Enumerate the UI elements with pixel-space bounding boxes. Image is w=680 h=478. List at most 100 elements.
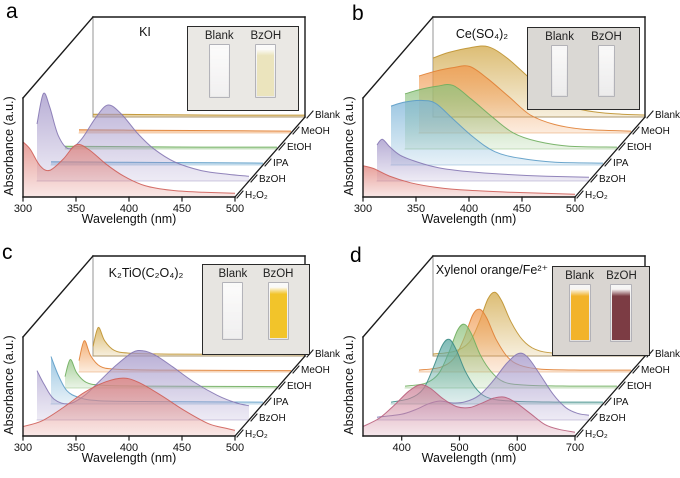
z-series-label: IPA — [273, 158, 289, 169]
z-series-label: BzOH — [599, 413, 626, 424]
series-area-ipa — [391, 339, 603, 404]
cuvette-label: BzOH — [250, 30, 282, 42]
x-tick-label: 500 — [226, 203, 244, 215]
series-area-ho — [23, 378, 235, 436]
y-axis-label: Absorbance (a.u.) — [2, 335, 16, 435]
z-series-label: H₂O₂ — [585, 429, 608, 440]
z-series-label: IPA — [613, 397, 629, 408]
inset-photo-a: Blank BzOH — [187, 26, 299, 111]
z-series-label: EtOH — [287, 142, 311, 153]
plot-title-d: Xylenol orange/Fe²⁺ — [435, 263, 549, 277]
cuvette-liquid — [224, 287, 242, 338]
panel-c: c Absorbance (a.u.) Blank MeOH EtOH IPA BzOH… — [0, 239, 341, 478]
waterfall-chart-c: Blank MeOH EtOH IPA BzOH H₂O₂ 300 350 400 450 500 — [14, 255, 341, 454]
cuvette-label: BzOH — [591, 31, 622, 43]
x-tick-label: 400 — [120, 442, 138, 454]
z-series-label: IPA — [273, 397, 289, 408]
cuvette-group-bzoh: BzOH — [250, 30, 281, 98]
panel-d: d Absorbance (a.u.) Blank MeOH EtOH IPA BzOH… — [340, 239, 680, 478]
z-series-label: H₂O₂ — [245, 429, 268, 440]
z-series-label: MeOH — [301, 365, 330, 376]
z-series-label: BzOH — [259, 174, 286, 185]
x-tick-label: 350 — [67, 442, 85, 454]
series-area-ipa — [51, 356, 263, 404]
panel-letter-c: c — [2, 241, 13, 264]
cuvette-label: Blank — [218, 268, 248, 280]
cuvette-bzoh — [255, 44, 277, 98]
cuvette-blank — [568, 284, 591, 342]
x-tick-label: 500 — [226, 442, 244, 454]
y-axis-label: Absorbance (a.u.) — [342, 335, 356, 435]
panel-letter-d: d — [350, 244, 362, 267]
inset-photo-c: Blank BzOH — [202, 264, 310, 355]
cuvette-liquid — [612, 289, 631, 340]
waterfall-chart-b: Blank MeOH EtOH IPA BzOH H₂O₂ 300 350 400 450 500 — [354, 16, 680, 215]
z-series-label: EtOH — [627, 142, 651, 153]
x-tick-label: 700 — [566, 442, 584, 454]
x-tick-label: 300 — [14, 442, 32, 454]
cuvette-liquid — [599, 50, 613, 95]
z-series-label: Blank — [315, 349, 341, 360]
z-series-label: MeOH — [641, 365, 670, 376]
panel-b: b Absorbance (a.u.) Blank MeOH EtOH IPA BzOH… — [340, 0, 680, 239]
y-axis-label: Absorbance (a.u.) — [2, 96, 16, 196]
cuvette-liquid — [570, 289, 589, 340]
z-series-label: H₂O₂ — [585, 190, 608, 201]
panel-a: a Absorbance (a.u.) Blank MeOH EtOH IPA BzOH… — [0, 0, 341, 239]
x-tick-label: 600 — [508, 442, 526, 454]
x-axis-label: Wavelength (nm) — [81, 212, 177, 226]
cuvette-group-bzoh: BzOH — [591, 31, 622, 97]
series-area-ho — [363, 165, 575, 197]
x-tick-label: 350 — [407, 203, 425, 215]
series-area-blank — [93, 327, 305, 356]
cuvette-label: Blank — [545, 31, 574, 43]
panel-letter-b: b — [352, 2, 364, 25]
x-tick-label: 500 — [566, 203, 584, 215]
cuvette-liquid — [210, 49, 228, 96]
x-tick-label: 450 — [173, 442, 191, 454]
z-series-label: Blank — [655, 110, 680, 121]
z-series-label: MeOH — [641, 126, 670, 137]
cuvette-group-bzoh: BzOH — [606, 270, 637, 342]
series-area-bzoh — [377, 139, 589, 181]
panel-letter-a: a — [6, 0, 18, 23]
cuvette-bzoh — [610, 284, 633, 342]
cuvette-label: BzOH — [606, 270, 637, 282]
z-series-label: IPA — [613, 158, 629, 169]
plot-title-a: KI — [139, 25, 151, 39]
waterfall-chart-d: Blank MeOH EtOH IPA BzOH H₂O₂ 400 500 600 700 — [362, 255, 680, 454]
cuvette-group-blank: Blank — [205, 30, 234, 98]
cuvette-label: BzOH — [262, 268, 294, 280]
x-axis-label: Wavelength (nm) — [421, 212, 517, 226]
z-series-label: Blank — [315, 110, 341, 121]
x-tick-label: 400 — [393, 442, 411, 454]
series-area-ho — [23, 141, 235, 197]
z-series-label: BzOH — [259, 413, 286, 424]
inset-photo-d: Blank BzOH — [552, 266, 650, 356]
x-tick-label: 450 — [513, 203, 531, 215]
plot-title-b: Ce(SO₄)₂ — [455, 27, 509, 41]
x-axis-label: Wavelength (nm) — [421, 451, 517, 465]
series-area-ipa — [391, 100, 603, 165]
cuvette-liquid — [553, 50, 567, 95]
cuvette-blank — [222, 282, 244, 340]
cuvette-label: Blank — [565, 270, 594, 282]
x-tick-label: 350 — [67, 203, 85, 215]
cuvette-liquid — [257, 49, 275, 96]
cuvette-bzoh — [267, 282, 289, 340]
x-axis-label: Wavelength (nm) — [81, 451, 177, 465]
series-area-etoh — [65, 359, 277, 388]
x-tick-label: 500 — [450, 442, 468, 454]
z-series-label: H₂O₂ — [245, 190, 268, 201]
x-tick-label: 400 — [120, 203, 138, 215]
cuvette-group-bzoh: BzOH — [262, 268, 294, 340]
cuvette-blank — [208, 44, 230, 98]
series-area-ho — [363, 384, 575, 436]
z-series-label: MeOH — [301, 126, 330, 137]
cuvette-group-blank: Blank — [565, 270, 594, 342]
x-tick-label: 300 — [14, 203, 32, 215]
cuvette-liquid — [269, 287, 287, 338]
z-series-label: EtOH — [627, 381, 651, 392]
cuvette-group-blank: Blank — [545, 31, 574, 97]
